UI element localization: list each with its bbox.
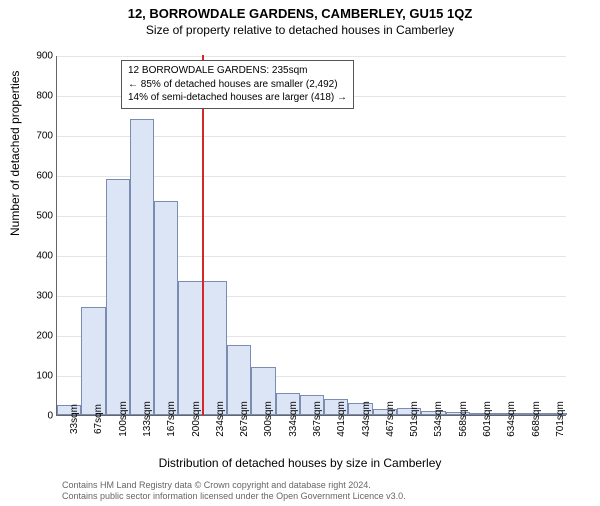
x-tick-label: 367sqm	[312, 401, 323, 437]
x-tick-label: 534sqm	[433, 401, 444, 437]
histogram-bar	[154, 201, 178, 415]
x-tick-label: 434sqm	[361, 401, 372, 437]
reference-line	[202, 55, 204, 415]
x-tick-label: 67sqm	[93, 404, 104, 434]
x-tick-label: 601sqm	[482, 401, 493, 437]
y-tick-label: 900	[36, 51, 53, 62]
plot-area: 010020030040050060070080090033sqm67sqm10…	[56, 56, 566, 416]
y-tick-label: 400	[36, 251, 53, 262]
histogram-bar	[178, 281, 202, 415]
x-tick-label: 234sqm	[215, 401, 226, 437]
footer-line1: Contains HM Land Registry data © Crown c…	[62, 480, 590, 491]
gridline	[57, 56, 566, 57]
x-tick-label: 634sqm	[506, 401, 517, 437]
x-tick-label: 133sqm	[142, 401, 153, 437]
y-tick-label: 200	[36, 331, 53, 342]
x-tick-label: 33sqm	[69, 404, 80, 434]
x-tick-label: 568sqm	[458, 401, 469, 437]
y-tick-label: 100	[36, 371, 53, 382]
annotation-line2: ← 85% of detached houses are smaller (2,…	[128, 78, 347, 92]
y-axis-label: Number of detached properties	[8, 71, 22, 236]
y-tick-label: 600	[36, 171, 53, 182]
y-tick-label: 300	[36, 291, 53, 302]
y-tick-label: 700	[36, 131, 53, 142]
page-subtitle: Size of property relative to detached ho…	[0, 23, 600, 37]
y-tick-label: 800	[36, 91, 53, 102]
x-tick-label: 300sqm	[263, 401, 274, 437]
y-tick-label: 0	[47, 411, 53, 422]
x-tick-label: 100sqm	[118, 401, 129, 437]
x-tick-label: 701sqm	[555, 401, 566, 437]
x-tick-label: 501sqm	[409, 401, 420, 437]
annotation-box: 12 BORROWDALE GARDENS: 235sqm ← 85% of d…	[121, 60, 354, 109]
x-tick-label: 467sqm	[385, 401, 396, 437]
y-tick-label: 500	[36, 211, 53, 222]
histogram-bar	[106, 179, 130, 415]
annotation-line1: 12 BORROWDALE GARDENS: 235sqm	[128, 64, 347, 78]
footer-attribution: Contains HM Land Registry data © Crown c…	[62, 480, 590, 503]
page-title: 12, BORROWDALE GARDENS, CAMBERLEY, GU15 …	[0, 6, 600, 21]
x-tick-label: 267sqm	[239, 401, 250, 437]
x-tick-label: 401sqm	[336, 401, 347, 437]
x-axis-label: Distribution of detached houses by size …	[0, 456, 600, 470]
x-tick-label: 200sqm	[191, 401, 202, 437]
histogram-bar	[130, 119, 154, 415]
histogram-bar	[203, 281, 227, 415]
histogram-bar	[81, 307, 105, 415]
chart-area: 010020030040050060070080090033sqm67sqm10…	[56, 56, 566, 416]
x-tick-label: 167sqm	[166, 401, 177, 437]
annotation-line3: 14% of semi-detached houses are larger (…	[128, 91, 347, 105]
footer-line2: Contains public sector information licen…	[62, 491, 590, 502]
x-tick-label: 334sqm	[288, 401, 299, 437]
x-tick-label: 668sqm	[531, 401, 542, 437]
